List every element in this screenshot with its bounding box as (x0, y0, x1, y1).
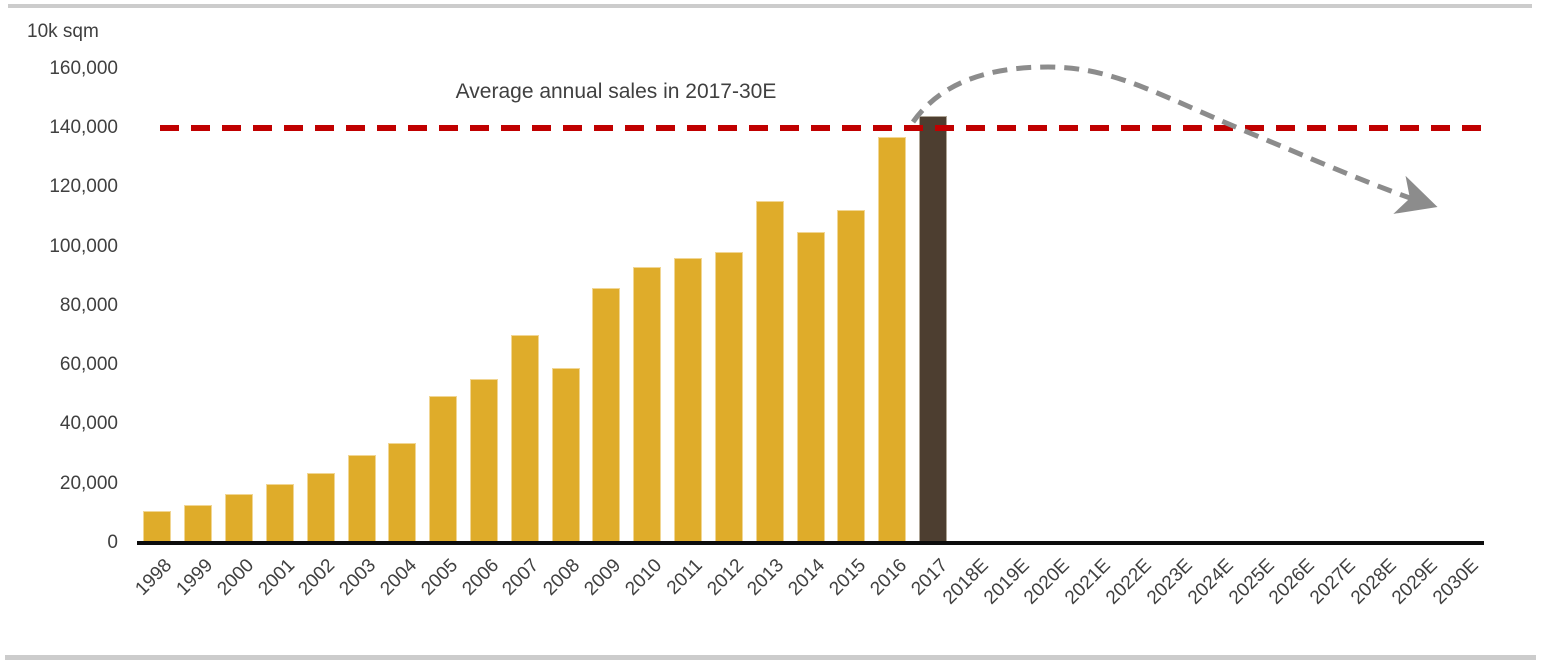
x-tick-label-2004: 2004 (376, 555, 422, 600)
x-tick-label-2019E: 2019E (979, 555, 1034, 609)
average-reference-dashed-line (160, 125, 1490, 131)
bottom-divider-line (5, 655, 1536, 660)
x-tick-label-2024E: 2024E (1183, 555, 1238, 609)
x-tick-label-2030E: 2030E (1428, 555, 1483, 609)
bar-2006 (469, 378, 498, 543)
x-tick-label-1998: 1998 (131, 555, 177, 600)
bar-2015 (837, 210, 866, 543)
x-tick-label-2000: 2000 (213, 555, 258, 600)
x-tick-label-2005: 2005 (417, 555, 462, 600)
x-tick-label-2025E: 2025E (1224, 555, 1279, 609)
y-tick-label: 60,000 (59, 354, 118, 376)
bar-2003 (347, 454, 376, 543)
x-tick-label-2009: 2009 (580, 555, 626, 600)
y-tick-label: 140,000 (49, 117, 118, 138)
x-tick-label-2007: 2007 (498, 555, 544, 600)
top-divider-line (8, 4, 1532, 8)
y-tick-label: 40,000 (59, 413, 118, 435)
bar-2017 (918, 115, 947, 543)
x-tick-label-2021E: 2021E (1061, 555, 1116, 609)
y-tick-label: 120,000 (49, 176, 118, 198)
x-tick-label-2029E: 2029E (1387, 555, 1442, 609)
y-tick-label: 160,000 (49, 57, 118, 79)
x-tick-label-2011: 2011 (663, 555, 707, 599)
x-tick-label-2003: 2003 (335, 555, 381, 600)
bar-1999 (184, 504, 213, 543)
bar-2000 (225, 494, 254, 543)
bar-2012 (714, 251, 743, 543)
bar-2009 (592, 288, 621, 543)
x-tick-label-2022E: 2022E (1102, 555, 1156, 609)
x-tick-label-2028E: 2028E (1347, 555, 1401, 609)
y-tick-label: 20,000 (59, 472, 118, 494)
projection-curve-path (910, 64, 1438, 214)
y-tick-label: 80,000 (59, 294, 118, 316)
x-tick-label-2018E: 2018E (938, 555, 993, 609)
bar-2001 (265, 483, 294, 543)
bar-2011 (674, 257, 703, 543)
x-tick-label-2020E: 2020E (1020, 555, 1075, 609)
bar-2016 (878, 136, 907, 543)
x-tick-label-2023E: 2023E (1143, 555, 1197, 609)
bar-2005 (429, 396, 458, 543)
x-tick-label-2015: 2015 (825, 555, 871, 600)
y-tick-label: 0 (107, 532, 118, 553)
bar-2013 (755, 200, 784, 543)
x-tick-label-1999: 1999 (172, 555, 218, 600)
x-axis-line (137, 541, 1484, 545)
reference-line-label: Average annual sales in 2017-30E (455, 80, 777, 103)
x-tick-label-2010: 2010 (621, 555, 667, 600)
bar-1998 (143, 510, 172, 543)
x-tick-label-2002: 2002 (294, 555, 340, 600)
bar-2008 (551, 367, 580, 543)
x-tick-label-2008: 2008 (539, 555, 585, 600)
bar-2010 (633, 266, 662, 543)
y-tick-label: 100,000 (49, 235, 118, 257)
x-tick-label-2013: 2013 (743, 555, 789, 600)
x-tick-label-2006: 2006 (458, 555, 503, 600)
x-tick-label-2014: 2014 (784, 555, 830, 600)
bar-2014 (796, 231, 825, 543)
x-tick-label-2012: 2012 (702, 555, 748, 600)
bar-2004 (388, 443, 417, 543)
x-tick-label-2026E: 2026E (1265, 555, 1320, 609)
x-tick-label-2001: 2001 (253, 555, 299, 600)
y-axis-unit-label: 10k sqm (27, 21, 99, 42)
x-tick-label-2016: 2016 (866, 555, 911, 600)
x-tick-label-2027E: 2027E (1306, 555, 1360, 609)
bar-2002 (306, 472, 335, 543)
bar-2007 (510, 335, 539, 543)
